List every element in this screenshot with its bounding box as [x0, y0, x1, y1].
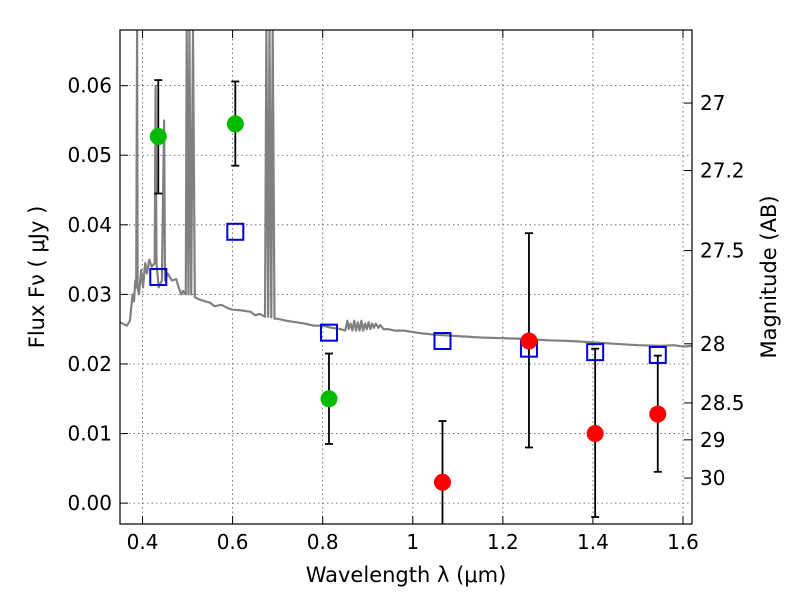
low-sn-data-point [586, 425, 604, 443]
grid-lines [120, 30, 692, 524]
model-photometry-point [648, 345, 667, 364]
x-tick-label: 1.4 [577, 530, 609, 554]
x-axis: 0.4 0.6 0.8 1 1.2 1.4 1.6 [127, 30, 699, 554]
model-photometry-point [433, 332, 452, 351]
detected-data-point [320, 390, 338, 408]
y-axis-title: Flux Fν ( μJy ) [25, 206, 49, 349]
x-tick-label: 1 [406, 530, 419, 554]
x-tick-label: 0.4 [127, 530, 159, 554]
y-tick-label: 0.00 [67, 491, 112, 515]
model-photometry-point [226, 222, 245, 241]
right-tick-label: 28.5 [700, 391, 745, 415]
model-photometry-point [149, 268, 168, 286]
x-axis-title: Wavelength λ (μm) [306, 563, 507, 587]
right-tick-label: 27.5 [700, 239, 745, 263]
plot-content [120, 30, 692, 524]
y-tick-label: 0.02 [67, 352, 112, 376]
x-tick-label: 0.6 [217, 530, 249, 554]
right-tick-label: 29 [700, 428, 725, 452]
right-tick-label: 27 [700, 91, 725, 115]
right-axis-title: Magnitude (AB) [757, 195, 781, 358]
right-tick-label: 27.2 [700, 159, 745, 183]
right-tick-label: 28 [700, 332, 725, 356]
y-tick-label: 0.03 [67, 282, 112, 306]
x-tick-label: 1.2 [487, 530, 519, 554]
y-tick-label: 0.01 [67, 422, 112, 446]
low-sn-data-point [649, 405, 667, 423]
detected-data-point [226, 115, 244, 133]
model-sed-line [120, 30, 692, 348]
low-sn-data-point [520, 332, 538, 350]
model-photometry-point [319, 323, 338, 342]
right-magnitude-axis: 27 27.2 27.5 28 28.5 29 30 [684, 91, 745, 490]
plot-area [120, 30, 692, 524]
x-tick-label: 1.6 [667, 530, 699, 554]
y-tick-label: 0.06 [67, 74, 112, 98]
y-axis: 0.00 0.01 0.02 0.03 0.04 0.05 0.06 [67, 74, 128, 515]
y-tick-label: 0.05 [67, 143, 112, 167]
x-tick-label: 0.8 [307, 530, 339, 554]
detected-data-point [149, 127, 167, 145]
low-sn-data-point [433, 473, 451, 491]
y-tick-label: 0.04 [67, 213, 112, 237]
model-photometry-point [586, 343, 605, 362]
right-tick-label: 30 [700, 466, 725, 490]
plot-frame [119, 29, 693, 525]
